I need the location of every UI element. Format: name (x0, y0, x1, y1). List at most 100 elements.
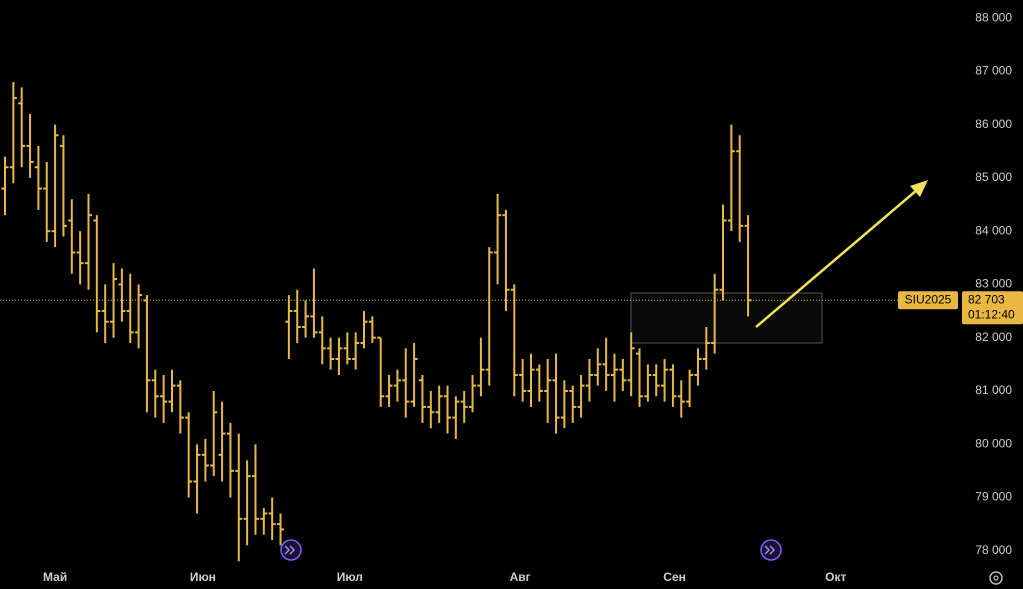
y-tick-label: 79 000 (975, 490, 1012, 504)
settings-icon[interactable] (989, 571, 1003, 585)
y-tick-label: 83 000 (975, 277, 1012, 291)
ohlc-bar (126, 273, 134, 344)
countdown-label: 01:12:40 (968, 307, 1015, 321)
ohlc-bar (43, 161, 51, 242)
ohlc-bar (485, 247, 493, 386)
ohlc-bar (243, 460, 251, 546)
settings-icon-core (993, 575, 999, 581)
ohlc-bar (544, 358, 552, 423)
event-circle[interactable] (280, 539, 302, 561)
ohlc-bar (193, 444, 201, 514)
ohlc-bar (277, 513, 285, 546)
ohlc-bar (318, 316, 326, 365)
ohlc-bar (652, 364, 660, 397)
y-tick-label: 85 000 (975, 170, 1012, 184)
ohlc-bar (18, 87, 26, 168)
ohlc-bar (151, 369, 159, 418)
price-label: 82 703 (968, 292, 1005, 306)
ohlc-bar (84, 193, 92, 290)
x-tick-label: Сен (663, 570, 686, 584)
ohlc-bar (636, 348, 644, 407)
ohlc-bar (702, 327, 710, 370)
ohlc-bar (335, 337, 343, 375)
ohlc-bar (627, 332, 635, 397)
y-tick-label: 84 000 (975, 223, 1012, 237)
ohlc-bar (268, 497, 276, 541)
ohlc-bar (385, 374, 393, 407)
ohlc-bar (360, 311, 368, 349)
ohlc-bar (293, 289, 301, 344)
ohlc-bar (210, 390, 218, 477)
ohlc-bar (719, 204, 727, 301)
ohlc-bar (226, 422, 234, 498)
x-tick-label: Июн (190, 570, 216, 584)
ohlc-bar (602, 337, 610, 391)
ohlc-bar (727, 124, 735, 232)
ohlc-bar (585, 358, 593, 402)
arrow-head[interactable] (910, 180, 928, 197)
ohlc-bar (302, 300, 310, 338)
ohlc-bar (310, 268, 318, 338)
ohlc-bar (377, 336, 385, 407)
ohlc-bar (619, 358, 627, 391)
ohlc-bar (502, 209, 510, 312)
ohlc-bar (519, 358, 527, 402)
zone-rectangle[interactable] (630, 292, 823, 344)
ohlc-bar (235, 433, 243, 562)
ohlc-bar (410, 343, 418, 407)
ohlc-bar (218, 401, 226, 482)
ohlc-bar (68, 199, 76, 274)
ohlc-bar (427, 390, 435, 429)
arrow-line[interactable] (755, 183, 925, 328)
ohlc-bar (452, 396, 460, 439)
x-tick-label: Окт (825, 570, 846, 584)
ohlc-bar (444, 385, 451, 434)
ohlc-bar (135, 284, 143, 349)
ohlc-bar (160, 374, 168, 423)
ohlc-bar (368, 316, 376, 344)
ohlc-bar (560, 380, 568, 429)
ohlc-bar (59, 135, 67, 237)
ohlc-bar (51, 124, 59, 248)
symbol-badge (898, 291, 958, 310)
ohlc-bar (661, 358, 669, 402)
y-tick-label: 88 000 (975, 10, 1012, 24)
event-marker[interactable] (760, 539, 782, 561)
ohlc-bar (711, 273, 719, 354)
x-tick-label: Авг (510, 570, 531, 584)
ohlc-bar (669, 364, 677, 407)
x-tick-label: Май (43, 570, 67, 584)
y-tick-label: 78 000 (975, 543, 1012, 557)
ohlc-bar (552, 353, 560, 434)
ohlc-bar (535, 364, 543, 402)
ohlc-bar (694, 348, 702, 386)
ohlc-bar (93, 215, 101, 333)
ohlc-bar (185, 412, 193, 498)
ohlc-bar (34, 145, 42, 210)
event-circle[interactable] (760, 539, 782, 561)
y-tick-label: 80 000 (975, 436, 1012, 450)
settings-button[interactable] (989, 571, 1003, 585)
ohlc-bar (1, 156, 9, 216)
x-tick-label: Июл (337, 570, 363, 584)
ohlc-bar (352, 332, 360, 370)
symbol-label: SIU2025 (905, 292, 952, 306)
ohlc-bar (168, 369, 176, 413)
ohlc-bar (510, 284, 518, 397)
ohlc-bar (9, 82, 17, 184)
ohlc-bar (260, 508, 268, 535)
price-badge (962, 291, 1023, 325)
ohlc-bar (251, 444, 259, 535)
ohlc-bar (686, 369, 694, 407)
ohlc-bar (677, 380, 685, 418)
y-tick-label: 87 000 (975, 64, 1012, 78)
ohlc-bar (469, 374, 477, 413)
ohlc-bar (610, 353, 618, 402)
event-marker[interactable] (280, 539, 302, 561)
ohlc-bar (201, 438, 209, 482)
ohlc-bar (402, 348, 410, 418)
ohlc-bar (26, 113, 34, 178)
